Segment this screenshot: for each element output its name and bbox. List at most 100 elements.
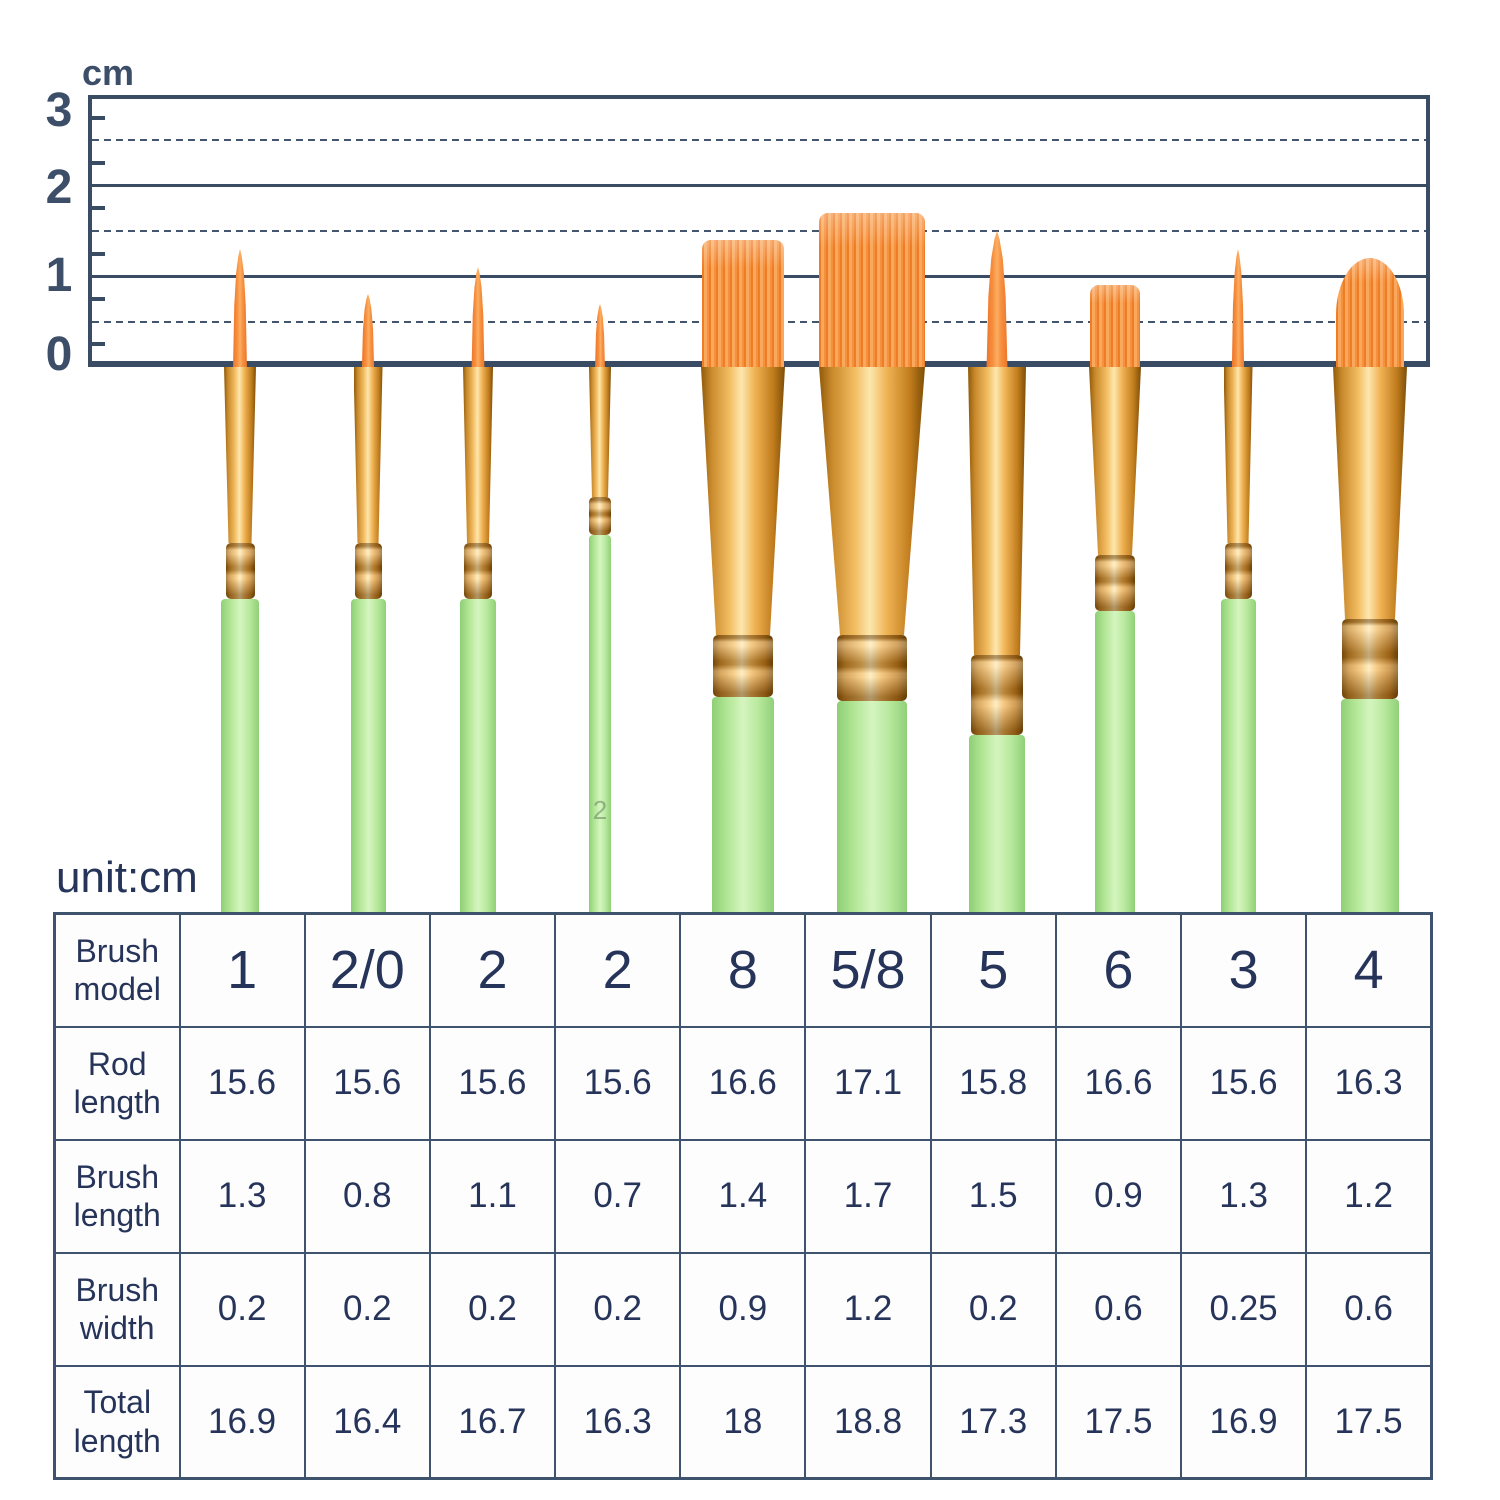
table-row-total-length: Total length 16.9 16.4 16.7 16.3 18 18.8 17.3 17… bbox=[53, 1364, 1433, 1480]
ruler-tick-2.25cm bbox=[92, 161, 105, 165]
bristle-tip bbox=[471, 267, 485, 367]
ferrule-crimp bbox=[1095, 555, 1135, 611]
value-cell-7: 17.3 bbox=[929, 1364, 1057, 1480]
brush-5-model-8 bbox=[698, 240, 788, 912]
value-cell-6: 18.8 bbox=[804, 1364, 932, 1480]
model-cell-6: 5/8 bbox=[804, 912, 932, 1028]
ferrule-crimp bbox=[225, 543, 255, 599]
ferrule-crimp bbox=[837, 635, 907, 701]
row-header-cell: Total length bbox=[53, 1364, 181, 1480]
ferrule bbox=[589, 367, 611, 497]
model-cell-2: 2/0 bbox=[303, 912, 431, 1028]
table-row-rod-length: Rod length 15.6 15.6 15.6 15.6 16.6 17.1 15.8 16… bbox=[53, 1025, 1433, 1141]
value-cell-1: 16.9 bbox=[178, 1364, 306, 1480]
ruler-tick-1.25cm bbox=[92, 251, 105, 256]
value-cell-4: 0.2 bbox=[554, 1251, 682, 1367]
model-cell-3: 2 bbox=[428, 912, 557, 1028]
model-cell-10: 4 bbox=[1305, 912, 1433, 1028]
value-cell-5: 16.6 bbox=[679, 1025, 807, 1141]
unit-note: unit:cm bbox=[56, 853, 204, 903]
bristle-tip bbox=[595, 304, 605, 367]
ferrule-crimp bbox=[354, 543, 382, 599]
ferrule-crimp bbox=[1342, 619, 1398, 699]
row-header-cell: Brush width bbox=[53, 1251, 181, 1367]
model-cell-7: 5 bbox=[929, 912, 1057, 1028]
value-cell-4: 16.3 bbox=[554, 1364, 682, 1480]
value-cell-7: 1.5 bbox=[929, 1138, 1057, 1254]
ferrule-crimp bbox=[589, 497, 611, 535]
ferrule bbox=[1223, 367, 1253, 543]
ferrule-crimp bbox=[1224, 543, 1252, 599]
handle: 2 bbox=[589, 535, 611, 912]
value-cell-3: 15.6 bbox=[428, 1025, 557, 1141]
table-row-brush-length: Brush length 1.3 0.8 1.1 0.7 1.4 1.7 1.5 0.9 1.3 1… bbox=[53, 1138, 1433, 1254]
value-cell-10: 16.3 bbox=[1305, 1025, 1433, 1141]
ferrule bbox=[224, 367, 256, 543]
handle bbox=[1220, 599, 1256, 912]
value-cell-8: 16.6 bbox=[1054, 1025, 1183, 1141]
ruler-tick-0.75cm bbox=[92, 297, 105, 301]
handle bbox=[460, 599, 496, 912]
bristle-tip bbox=[233, 249, 247, 367]
table-row-brush-width: Brush width 0.2 0.2 0.2 0.2 0.9 1.2 0.2 0.6 0.25 0… bbox=[53, 1251, 1433, 1367]
bristle-tip bbox=[1231, 249, 1245, 367]
ruler-unit-label: cm bbox=[82, 52, 135, 93]
row-header-cell: Brush model bbox=[53, 912, 181, 1028]
value-cell-10: 0.6 bbox=[1305, 1251, 1433, 1367]
brush-8-model-6 bbox=[1086, 285, 1144, 912]
value-cell-3: 16.7 bbox=[428, 1364, 557, 1480]
ruler-axis-label-1: 1 bbox=[45, 249, 73, 303]
bristle-tip bbox=[1336, 258, 1404, 367]
value-cell-7: 15.8 bbox=[929, 1025, 1057, 1141]
ruler-axis-label-2: 2 bbox=[45, 160, 73, 214]
value-cell-7: 0.2 bbox=[929, 1251, 1057, 1367]
row-header-cell: Rod length bbox=[53, 1025, 181, 1141]
ferrule bbox=[463, 367, 493, 543]
value-cell-6: 1.2 bbox=[804, 1251, 932, 1367]
model-cell-5: 8 bbox=[679, 912, 807, 1028]
ruler-tick-2.75cm bbox=[92, 115, 105, 120]
ferrule-crimp bbox=[713, 635, 773, 697]
ferrule bbox=[968, 367, 1026, 655]
value-cell-1: 1.3 bbox=[178, 1138, 306, 1254]
value-cell-5: 1.4 bbox=[679, 1138, 807, 1254]
ferrule bbox=[353, 367, 383, 543]
value-cell-5: 18 bbox=[679, 1364, 807, 1480]
bristle-tip bbox=[702, 240, 784, 367]
brush-7-model-5 bbox=[965, 231, 1029, 912]
bristle-tip bbox=[1090, 285, 1140, 367]
brush-1-model-1 bbox=[218, 249, 262, 912]
ferrule-crimp bbox=[971, 655, 1023, 735]
handle bbox=[969, 735, 1025, 912]
ruler-axis-label-3: 3 bbox=[45, 84, 73, 137]
value-cell-3: 1.1 bbox=[428, 1138, 557, 1254]
spec-table: Brush model 1 2/0 2 2 8 5/8 5 6 3 4 Rod length 15.6 1… bbox=[53, 912, 1433, 1480]
brush-3-model-2 bbox=[457, 267, 499, 912]
value-cell-1: 15.6 bbox=[178, 1025, 306, 1141]
ferrule bbox=[819, 367, 925, 635]
value-cell-10: 17.5 bbox=[1305, 1364, 1433, 1480]
ferrule bbox=[1089, 367, 1141, 555]
value-cell-9: 15.6 bbox=[1179, 1025, 1308, 1141]
value-cell-3: 0.2 bbox=[428, 1251, 557, 1367]
handle-mark: 2 bbox=[592, 795, 608, 825]
ruler-tick-1.75cm bbox=[92, 206, 105, 211]
value-cell-10: 1.2 bbox=[1305, 1138, 1433, 1254]
value-cell-1: 0.2 bbox=[178, 1251, 306, 1367]
ferrule bbox=[701, 367, 785, 635]
bristle-tip bbox=[986, 231, 1008, 367]
value-cell-4: 15.6 bbox=[554, 1025, 682, 1141]
value-cell-4: 0.7 bbox=[554, 1138, 682, 1254]
value-cell-6: 1.7 bbox=[804, 1138, 932, 1254]
brush-6-model-5-8 bbox=[816, 213, 928, 912]
ruler-axis-label-0: 0 bbox=[45, 328, 73, 381]
handle bbox=[837, 701, 907, 912]
value-cell-9: 16.9 bbox=[1179, 1364, 1308, 1480]
value-cell-8: 0.9 bbox=[1054, 1138, 1183, 1254]
gridline-dashed-1.5cm bbox=[92, 230, 1426, 232]
brush-2-model-2-0 bbox=[348, 294, 389, 912]
brush-10-model-4 bbox=[1330, 258, 1410, 912]
brush-9-model-3 bbox=[1218, 249, 1259, 912]
bristle-tip bbox=[361, 294, 375, 367]
ferrule bbox=[1333, 367, 1407, 619]
